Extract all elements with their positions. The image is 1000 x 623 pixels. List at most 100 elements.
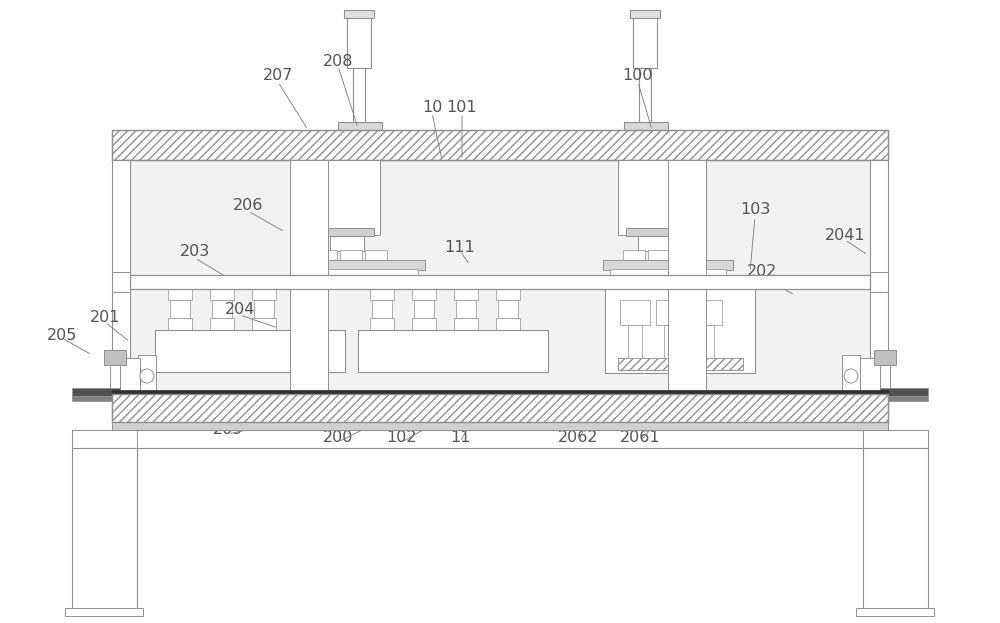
- Text: 208: 208: [323, 54, 353, 70]
- Bar: [344, 10, 374, 18]
- Bar: [626, 228, 682, 236]
- Bar: [668, 160, 706, 418]
- Bar: [610, 269, 726, 276]
- Bar: [310, 160, 380, 235]
- Text: 2062: 2062: [558, 430, 598, 445]
- Bar: [870, 272, 888, 292]
- Bar: [863, 448, 928, 613]
- Bar: [700, 325, 714, 358]
- Bar: [353, 68, 365, 130]
- Bar: [72, 388, 120, 396]
- Bar: [112, 272, 130, 292]
- Bar: [633, 18, 657, 68]
- Bar: [605, 288, 755, 373]
- Text: 102: 102: [387, 430, 417, 445]
- Text: 205: 205: [47, 328, 77, 343]
- Bar: [692, 300, 722, 325]
- Bar: [345, 132, 375, 144]
- Text: 206: 206: [233, 197, 263, 212]
- Bar: [347, 18, 371, 68]
- Bar: [414, 300, 434, 318]
- Bar: [880, 365, 890, 390]
- Bar: [138, 355, 156, 393]
- Bar: [623, 250, 645, 262]
- Bar: [618, 160, 688, 235]
- Bar: [155, 330, 345, 372]
- Bar: [112, 394, 888, 422]
- Bar: [212, 300, 232, 318]
- Bar: [456, 300, 476, 318]
- Bar: [72, 430, 928, 448]
- Text: 203: 203: [180, 244, 210, 260]
- Bar: [648, 250, 670, 262]
- Text: 201: 201: [90, 310, 120, 325]
- Bar: [252, 288, 276, 300]
- Bar: [302, 269, 418, 276]
- Text: 2041: 2041: [825, 227, 865, 242]
- Bar: [618, 358, 743, 370]
- Bar: [620, 300, 650, 325]
- Bar: [370, 288, 394, 300]
- Bar: [112, 422, 888, 430]
- Bar: [498, 300, 518, 318]
- Bar: [254, 300, 274, 318]
- Bar: [860, 358, 888, 396]
- Text: 200: 200: [323, 430, 353, 445]
- Bar: [294, 288, 318, 300]
- Bar: [656, 300, 686, 325]
- Bar: [664, 325, 678, 358]
- Bar: [315, 250, 337, 262]
- Bar: [358, 330, 548, 372]
- Bar: [72, 430, 137, 448]
- Bar: [112, 160, 130, 418]
- Bar: [295, 260, 425, 270]
- Bar: [170, 300, 190, 318]
- Bar: [112, 394, 888, 422]
- Bar: [330, 236, 364, 251]
- Bar: [624, 122, 668, 132]
- Bar: [628, 325, 642, 358]
- Bar: [318, 228, 374, 236]
- Bar: [638, 236, 672, 251]
- Bar: [338, 122, 382, 132]
- Bar: [294, 318, 318, 330]
- Bar: [130, 275, 870, 289]
- Bar: [630, 10, 660, 18]
- Bar: [210, 318, 234, 330]
- Text: 11: 11: [450, 430, 470, 445]
- Bar: [412, 318, 436, 330]
- Bar: [252, 318, 276, 330]
- Text: 111: 111: [445, 240, 475, 255]
- Bar: [863, 430, 928, 448]
- Text: 101: 101: [447, 100, 477, 115]
- Text: 207: 207: [263, 67, 293, 82]
- Bar: [454, 288, 478, 300]
- Bar: [110, 365, 120, 390]
- Bar: [104, 350, 126, 365]
- Bar: [130, 160, 870, 418]
- Bar: [874, 350, 896, 365]
- Text: 103: 103: [740, 202, 770, 217]
- Text: 10: 10: [422, 100, 442, 115]
- Bar: [340, 250, 362, 262]
- Bar: [618, 358, 743, 370]
- Text: 204: 204: [225, 303, 255, 318]
- Bar: [72, 396, 124, 401]
- Text: 100: 100: [623, 67, 653, 82]
- Bar: [168, 288, 192, 300]
- Text: 202: 202: [747, 265, 777, 280]
- Bar: [112, 358, 140, 396]
- Bar: [842, 355, 860, 393]
- Bar: [168, 318, 192, 330]
- Bar: [372, 300, 392, 318]
- Bar: [112, 130, 888, 160]
- Bar: [370, 318, 394, 330]
- Bar: [870, 160, 888, 418]
- Bar: [496, 318, 520, 330]
- Bar: [454, 318, 478, 330]
- Bar: [365, 250, 387, 262]
- Bar: [673, 250, 695, 262]
- Bar: [856, 608, 934, 616]
- Bar: [72, 448, 137, 613]
- Bar: [496, 288, 520, 300]
